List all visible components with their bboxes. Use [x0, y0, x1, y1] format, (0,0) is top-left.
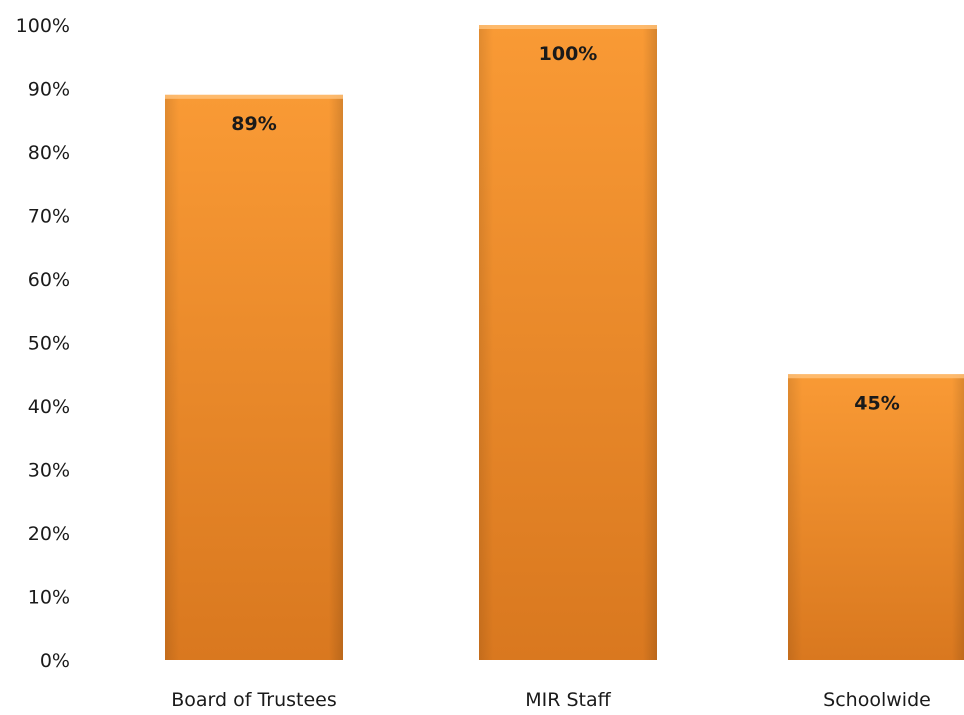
category-label: Board of Trustees	[171, 689, 337, 711]
y-tick-label: 50%	[28, 333, 70, 355]
y-tick-label: 0%	[40, 650, 70, 672]
y-tick-label: 100%	[16, 15, 70, 37]
y-axis: 0% 10% 20% 30% 40% 50% 60% 70% 80% 90% 100%	[16, 15, 70, 672]
category-label: MIR Staff	[525, 689, 611, 711]
bar-top-highlight	[479, 25, 657, 29]
bar-top-highlight	[165, 94, 343, 99]
bar-top-highlight	[788, 374, 964, 379]
data-label: 45%	[854, 392, 899, 414]
data-label: 89%	[231, 113, 276, 135]
bar-shading	[788, 374, 964, 660]
y-tick-label: 40%	[28, 396, 70, 418]
y-tick-label: 80%	[28, 142, 70, 164]
y-tick-label: 10%	[28, 587, 70, 609]
bar-shading	[165, 94, 343, 661]
y-tick-label: 30%	[28, 460, 70, 482]
bar-shading	[479, 25, 657, 660]
category-label: Schoolwide	[823, 689, 931, 711]
y-tick-label: 70%	[28, 206, 70, 228]
y-tick-label: 90%	[28, 79, 70, 101]
y-tick-label: 20%	[28, 523, 70, 545]
bars: 89% 100% 45%	[165, 25, 964, 661]
data-label: 100%	[539, 43, 598, 65]
y-tick-label: 60%	[28, 269, 70, 291]
x-axis: Board of Trustees MIR Staff Schoolwide	[171, 689, 931, 711]
